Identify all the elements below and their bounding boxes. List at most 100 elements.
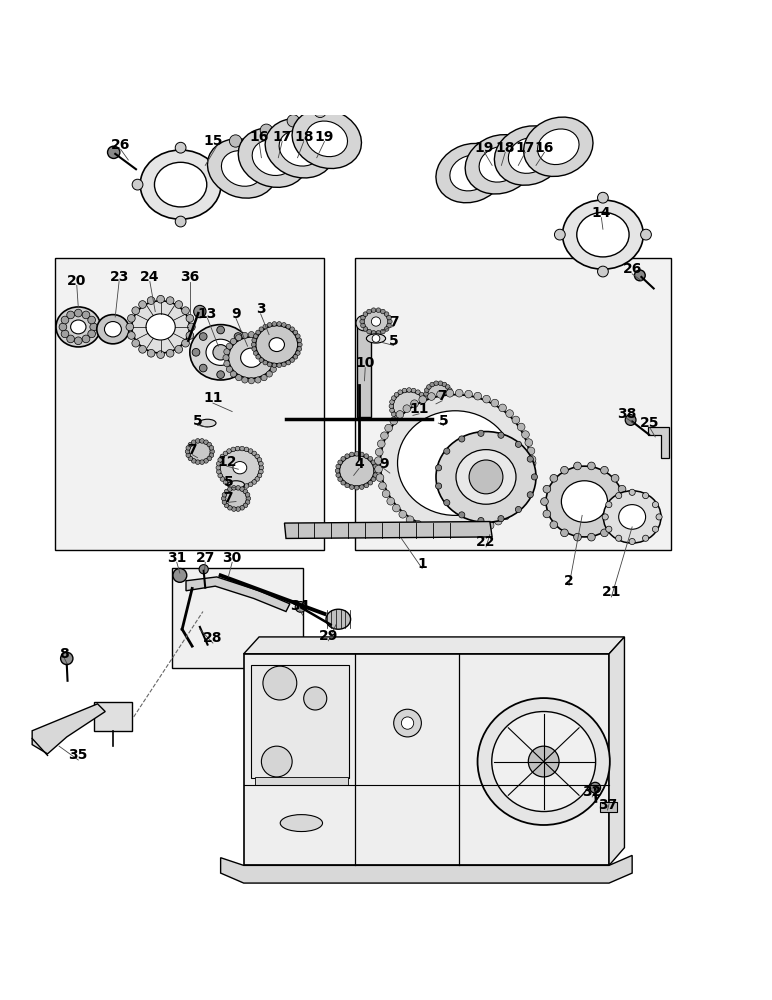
Ellipse shape [508,138,550,173]
Circle shape [256,330,260,335]
Circle shape [263,360,268,365]
Circle shape [290,327,295,331]
Circle shape [240,485,245,489]
Circle shape [252,342,256,347]
Text: 17: 17 [273,130,292,144]
Circle shape [391,412,396,417]
Ellipse shape [239,128,307,187]
Text: 8: 8 [59,647,69,661]
Circle shape [601,529,608,537]
Circle shape [350,485,354,489]
Ellipse shape [398,411,513,515]
Circle shape [512,416,520,424]
Circle shape [448,395,452,400]
Ellipse shape [603,491,661,543]
Circle shape [354,485,359,490]
Circle shape [367,329,371,334]
Circle shape [602,514,608,520]
Circle shape [422,524,430,532]
Circle shape [242,377,248,383]
Text: 27: 27 [195,551,215,565]
Circle shape [257,473,262,478]
Circle shape [527,447,535,455]
Ellipse shape [326,609,350,629]
Circle shape [207,456,212,461]
Circle shape [235,446,240,451]
Circle shape [378,482,386,490]
Circle shape [259,461,263,466]
Text: 13: 13 [198,307,217,321]
Circle shape [256,355,260,359]
Circle shape [635,270,645,281]
Text: 5: 5 [438,414,449,428]
Circle shape [338,460,343,465]
Circle shape [226,366,232,372]
Circle shape [242,332,248,338]
Ellipse shape [430,415,447,423]
Ellipse shape [146,314,175,340]
Circle shape [282,323,286,327]
Circle shape [277,322,282,326]
Ellipse shape [450,155,491,191]
Circle shape [394,709,422,737]
Circle shape [186,332,194,339]
Text: 14: 14 [591,206,611,220]
Circle shape [361,315,365,320]
Circle shape [191,459,196,463]
Circle shape [245,492,250,497]
Circle shape [394,392,399,397]
Circle shape [498,516,504,522]
Ellipse shape [479,147,520,182]
Circle shape [245,500,250,504]
Circle shape [61,330,69,338]
Ellipse shape [381,395,530,532]
Circle shape [273,361,279,367]
Ellipse shape [265,119,334,178]
Circle shape [414,520,422,528]
Bar [357,325,371,417]
Circle shape [629,538,635,545]
Circle shape [424,392,428,396]
Ellipse shape [154,162,207,207]
Circle shape [286,360,290,365]
Circle shape [286,324,290,329]
Circle shape [587,533,595,541]
Circle shape [263,666,296,700]
Circle shape [389,404,394,408]
Circle shape [260,124,273,136]
Circle shape [240,505,245,510]
Circle shape [235,485,240,489]
Text: 7: 7 [389,315,398,329]
Ellipse shape [220,450,260,486]
Circle shape [235,375,242,381]
Circle shape [652,526,659,532]
Circle shape [543,485,550,493]
Polygon shape [221,855,632,883]
Circle shape [424,400,428,404]
Ellipse shape [492,712,596,812]
Circle shape [590,782,601,793]
Text: 23: 23 [110,270,129,284]
Circle shape [186,315,194,322]
Text: 18: 18 [294,130,313,144]
Circle shape [402,388,407,393]
Circle shape [230,338,236,344]
Circle shape [540,498,548,505]
Text: 29: 29 [319,629,338,643]
Circle shape [629,489,635,495]
Circle shape [282,362,286,367]
Circle shape [498,432,504,438]
Circle shape [240,487,245,491]
Circle shape [387,315,391,320]
Circle shape [517,423,525,431]
Circle shape [444,448,450,454]
Circle shape [531,474,537,480]
Circle shape [432,527,439,535]
Circle shape [341,480,346,485]
Circle shape [139,301,147,308]
Polygon shape [244,637,625,654]
Circle shape [446,389,454,397]
Circle shape [263,324,268,329]
Ellipse shape [70,320,86,334]
Circle shape [499,404,506,412]
